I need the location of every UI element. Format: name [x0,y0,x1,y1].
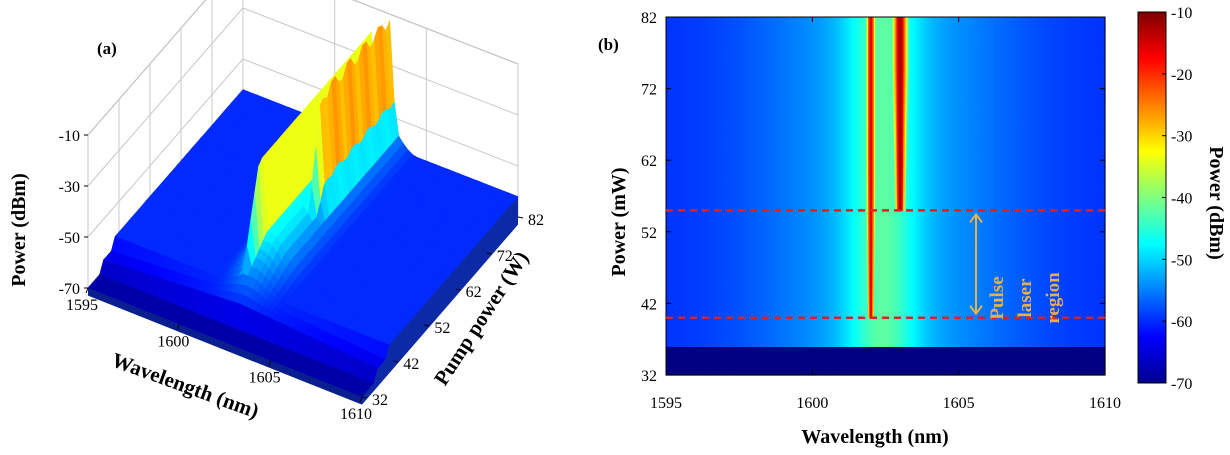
panel-a-ztick-label: -30 [59,179,80,196]
panel-a-ytick-label: 32 [372,392,388,409]
panel-a-xtick [86,288,88,293]
panel-a-ytick [518,217,523,218]
panel-a-label: (a) [97,39,117,58]
panel-a-ytick-label: 52 [434,320,450,337]
panel-a-ytick-label: 42 [403,356,419,373]
panel-a-ztick-label: -50 [59,230,80,247]
panel-a-xlabel: Wavelength (nm) [109,348,262,423]
panel-a-ztick-label: -10 [59,128,80,145]
panel-a-ztick-label: -70 [59,281,80,298]
panel-a-xtick-label: 1610 [340,406,372,423]
panel-a-zlabel: Power (dBm) [8,173,30,287]
panel-a-ytick-label: 82 [528,212,544,229]
panel-b-heatmap-area [666,17,1106,376]
panel-a-surface: -10-30-50-701595160016051610324252627282… [8,0,544,423]
panel-a-xtick-label: 1595 [66,297,98,314]
panel-a-xtick-label: 1605 [249,370,281,387]
panel-a-xtick-label: 1600 [157,333,189,350]
